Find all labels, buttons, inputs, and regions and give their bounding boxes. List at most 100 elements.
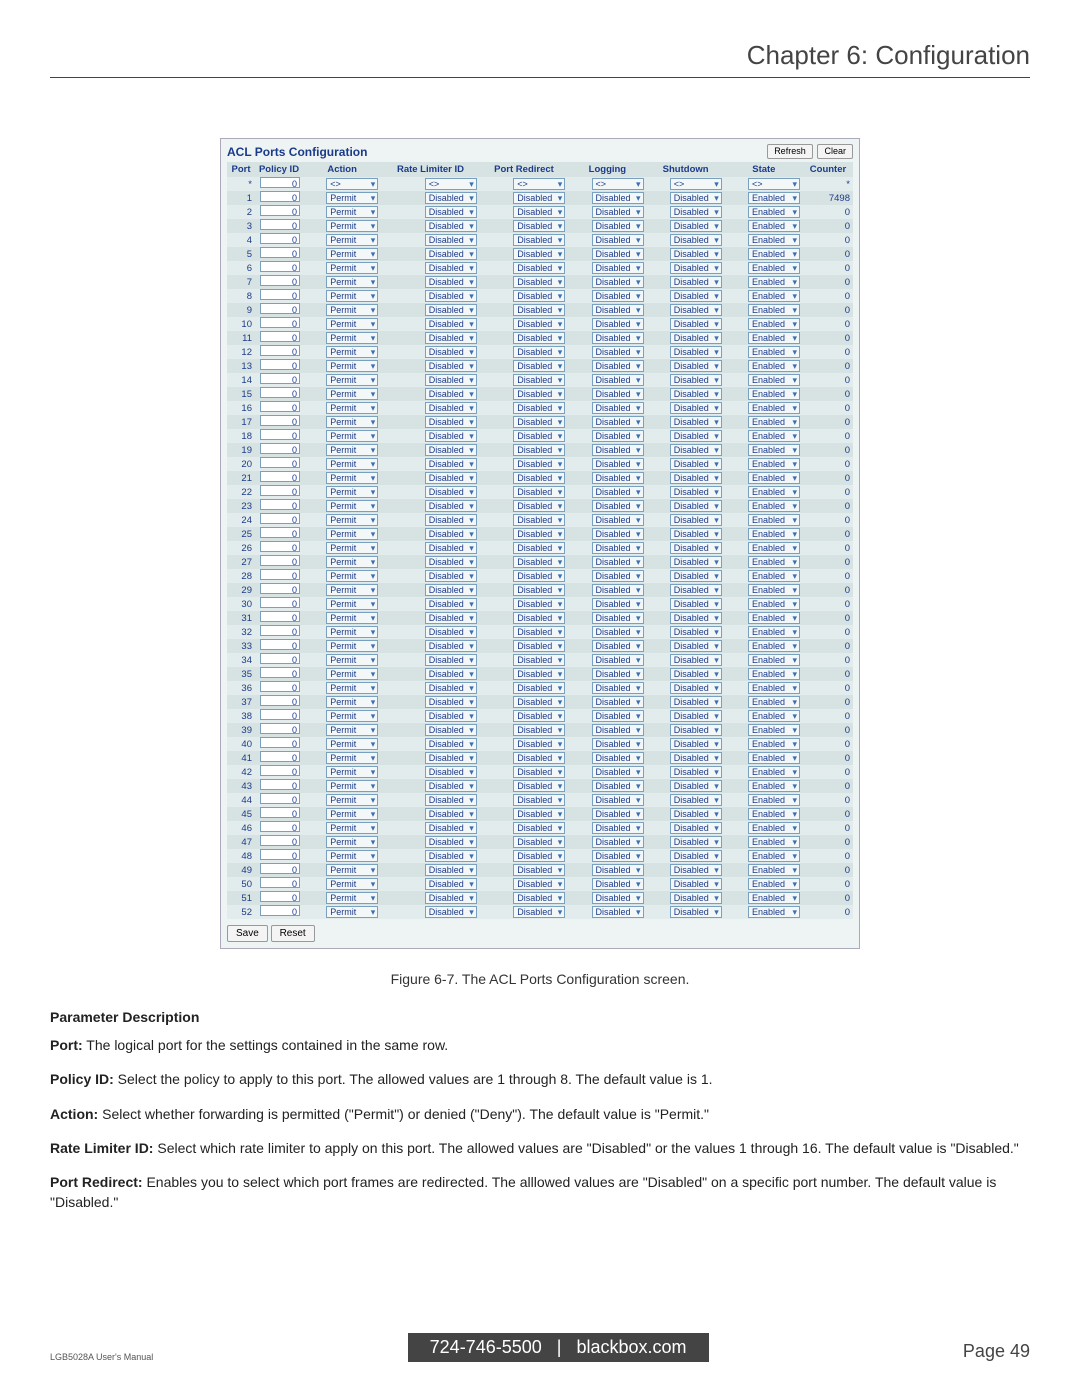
select[interactable]: Disabled▾ — [513, 584, 565, 596]
select[interactable]: Permit▾ — [326, 220, 378, 232]
select[interactable]: Disabled▾ — [513, 374, 565, 386]
select[interactable]: Disabled▾ — [513, 500, 565, 512]
cell-policy[interactable]: 0 — [255, 737, 303, 751]
cell-policy[interactable]: 0 — [255, 485, 303, 499]
select[interactable]: Enabled▾ — [748, 444, 800, 456]
cell-policy[interactable]: 0 — [255, 345, 303, 359]
select[interactable]: Permit▾ — [326, 864, 378, 876]
cell-policy[interactable]: 0 — [255, 695, 303, 709]
select[interactable]: Disabled▾ — [592, 640, 644, 652]
select[interactable]: Disabled▾ — [592, 864, 644, 876]
select[interactable]: Disabled▾ — [513, 836, 565, 848]
select[interactable]: Disabled▾ — [513, 556, 565, 568]
select[interactable]: Disabled▾ — [513, 822, 565, 834]
select[interactable]: Enabled▾ — [748, 430, 800, 442]
select[interactable]: Disabled▾ — [425, 416, 477, 428]
cell-policy[interactable]: 0 — [255, 835, 303, 849]
select[interactable]: Disabled▾ — [425, 556, 477, 568]
select[interactable]: Permit▾ — [326, 710, 378, 722]
cell-policy[interactable]: 0 — [255, 443, 303, 457]
cell-policy[interactable]: 0 — [255, 779, 303, 793]
select[interactable]: Enabled▾ — [748, 290, 800, 302]
select[interactable]: Disabled▾ — [513, 444, 565, 456]
select[interactable]: Disabled▾ — [425, 598, 477, 610]
select[interactable]: Disabled▾ — [425, 234, 477, 246]
select[interactable]: Permit▾ — [326, 430, 378, 442]
select[interactable]: <>▾ — [326, 178, 378, 190]
select[interactable]: Enabled▾ — [748, 528, 800, 540]
select[interactable]: Enabled▾ — [748, 276, 800, 288]
select[interactable]: Disabled▾ — [425, 682, 477, 694]
select[interactable]: Disabled▾ — [425, 654, 477, 666]
select[interactable]: Permit▾ — [326, 234, 378, 246]
select[interactable]: Disabled▾ — [592, 794, 644, 806]
select[interactable]: Disabled▾ — [513, 472, 565, 484]
select[interactable]: Disabled▾ — [592, 598, 644, 610]
select[interactable]: Enabled▾ — [748, 374, 800, 386]
select[interactable]: Permit▾ — [326, 346, 378, 358]
select[interactable]: Disabled▾ — [513, 850, 565, 862]
select[interactable]: Disabled▾ — [425, 402, 477, 414]
cell-policy[interactable]: 0 — [255, 275, 303, 289]
select[interactable]: Disabled▾ — [425, 668, 477, 680]
select[interactable]: Disabled▾ — [425, 724, 477, 736]
select[interactable]: Disabled▾ — [513, 766, 565, 778]
select[interactable]: Disabled▾ — [425, 262, 477, 274]
select[interactable]: Disabled▾ — [513, 696, 565, 708]
cell-policy[interactable]: 0 — [255, 569, 303, 583]
select[interactable]: Disabled▾ — [670, 696, 722, 708]
select[interactable]: Disabled▾ — [670, 822, 722, 834]
select[interactable]: Enabled▾ — [748, 500, 800, 512]
select[interactable]: Enabled▾ — [748, 570, 800, 582]
select[interactable]: Disabled▾ — [670, 360, 722, 372]
cell-policy[interactable]: 0 — [255, 611, 303, 625]
cell-policy[interactable]: 0 — [255, 555, 303, 569]
select[interactable]: Disabled▾ — [592, 500, 644, 512]
select[interactable]: Disabled▾ — [425, 752, 477, 764]
select[interactable]: Permit▾ — [326, 906, 378, 918]
select[interactable]: Enabled▾ — [748, 710, 800, 722]
select[interactable]: Disabled▾ — [670, 486, 722, 498]
cell-policy[interactable]: 0 — [255, 191, 303, 205]
select[interactable]: Enabled▾ — [748, 234, 800, 246]
refresh-button[interactable]: Refresh — [767, 144, 813, 159]
select[interactable]: Disabled▾ — [670, 416, 722, 428]
select[interactable]: Disabled▾ — [670, 654, 722, 666]
select[interactable]: Disabled▾ — [513, 332, 565, 344]
select[interactable]: Disabled▾ — [513, 780, 565, 792]
select[interactable]: <>▾ — [670, 178, 722, 190]
select[interactable]: Enabled▾ — [748, 864, 800, 876]
select[interactable]: Disabled▾ — [425, 486, 477, 498]
cell-policy[interactable]: 0 — [255, 905, 303, 919]
select[interactable]: Disabled▾ — [592, 486, 644, 498]
select[interactable]: Disabled▾ — [425, 836, 477, 848]
select[interactable]: Disabled▾ — [592, 584, 644, 596]
select[interactable]: Disabled▾ — [425, 472, 477, 484]
select[interactable]: Disabled▾ — [592, 892, 644, 904]
select[interactable]: Permit▾ — [326, 780, 378, 792]
cell-policy[interactable]: 0 — [255, 289, 303, 303]
select[interactable]: Enabled▾ — [748, 332, 800, 344]
select[interactable]: Enabled▾ — [748, 808, 800, 820]
select[interactable]: Permit▾ — [326, 444, 378, 456]
select[interactable]: Disabled▾ — [592, 262, 644, 274]
select[interactable]: Enabled▾ — [748, 402, 800, 414]
cell-policy[interactable]: 0 — [255, 877, 303, 891]
select[interactable]: Disabled▾ — [513, 598, 565, 610]
cell-policy[interactable]: 0 — [255, 681, 303, 695]
select[interactable]: Disabled▾ — [592, 808, 644, 820]
select[interactable]: Disabled▾ — [670, 332, 722, 344]
select[interactable]: Permit▾ — [326, 402, 378, 414]
select[interactable]: Disabled▾ — [513, 458, 565, 470]
select[interactable]: Disabled▾ — [670, 710, 722, 722]
select[interactable]: Disabled▾ — [425, 430, 477, 442]
select[interactable]: Disabled▾ — [592, 626, 644, 638]
cell-policy[interactable]: 0 — [255, 499, 303, 513]
select[interactable]: Enabled▾ — [748, 220, 800, 232]
select[interactable]: Enabled▾ — [748, 752, 800, 764]
select[interactable]: Disabled▾ — [513, 570, 565, 582]
select[interactable]: Disabled▾ — [592, 318, 644, 330]
cell-policy[interactable]: 0 — [255, 317, 303, 331]
select[interactable]: Disabled▾ — [592, 654, 644, 666]
select[interactable]: Disabled▾ — [670, 318, 722, 330]
